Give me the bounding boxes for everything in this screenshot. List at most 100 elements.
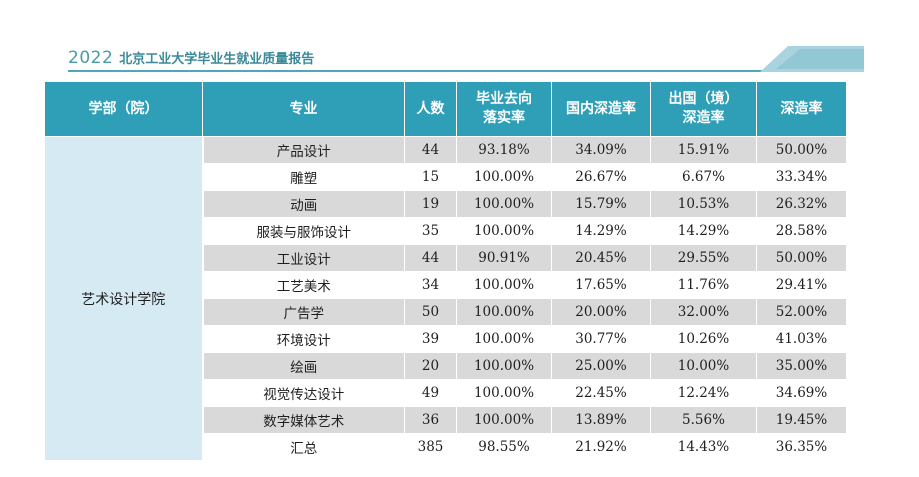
col-header-major: 专业	[202, 81, 405, 137]
col-header-abroad-line1: 出国（境）	[668, 91, 739, 107]
domestic-cell: 21.92%	[551, 433, 651, 461]
placement-cell: 100.00%	[456, 298, 552, 326]
abroad-cell: 14.29%	[650, 217, 757, 245]
placement-cell: 90.91%	[456, 244, 552, 272]
count-cell: 36	[404, 406, 457, 434]
major-cell: 广告学	[202, 298, 405, 326]
total-cell: 41.03%	[756, 325, 847, 353]
abroad-cell: 32.00%	[650, 298, 757, 326]
col-header-placement-line1: 毕业去向	[476, 91, 532, 107]
major-cell: 数字媒体艺术	[202, 406, 405, 434]
table-row: 服装与服饰设计 35 100.00% 14.29% 14.29% 28.58%	[45, 217, 847, 245]
total-cell: 34.69%	[756, 379, 847, 407]
total-cell: 19.45%	[756, 406, 847, 434]
total-cell: 50.00%	[756, 136, 847, 164]
placement-cell: 100.00%	[456, 325, 552, 353]
total-cell: 36.35%	[756, 433, 847, 461]
report-header: 2022 北京工业大学毕业生就业质量报告	[0, 0, 919, 80]
table-row: 绘画 20 100.00% 25.00% 10.00% 35.00%	[45, 352, 847, 380]
school-cell: 艺术设计学院	[44, 136, 204, 461]
table-row: 数字媒体艺术 36 100.00% 13.89% 5.56% 19.45%	[45, 406, 847, 434]
report-title: 北京工业大学毕业生就业质量报告	[119, 52, 315, 67]
table-row: 雕塑 15 100.00% 26.67% 6.67% 33.34%	[45, 163, 847, 191]
count-cell: 50	[404, 298, 457, 326]
abroad-cell: 10.26%	[650, 325, 757, 353]
count-cell: 44	[404, 136, 457, 164]
table-body: 艺术设计学院 产品设计 44 93.18% 34.09% 15.91% 50.00% 雕塑 15…	[44, 136, 847, 461]
header-decoration-shape	[760, 46, 864, 72]
abroad-cell: 6.67%	[650, 163, 757, 191]
table-row: 环境设计 39 100.00% 30.77% 10.26% 41.03%	[45, 325, 847, 353]
abroad-cell: 11.76%	[650, 271, 757, 299]
count-cell: 20	[404, 352, 457, 380]
domestic-cell: 25.00%	[551, 352, 651, 380]
table-row: 艺术设计学院 产品设计 44 93.18% 34.09% 15.91% 50.00%	[44, 136, 847, 461]
table-row: 工艺美术 34 100.00% 17.65% 11.76% 29.41%	[45, 271, 847, 299]
abroad-cell: 14.43%	[650, 433, 757, 461]
domestic-cell: 13.89%	[551, 406, 651, 434]
header-text: 2022 北京工业大学毕业生就业质量报告	[68, 48, 314, 70]
domestic-cell: 30.77%	[551, 325, 651, 353]
count-cell: 39	[404, 325, 457, 353]
total-cell: 28.58%	[756, 217, 847, 245]
report-year: 2022	[68, 48, 114, 68]
major-cell: 工业设计	[202, 244, 405, 272]
major-cell: 环境设计	[202, 325, 405, 353]
domestic-cell: 34.09%	[551, 136, 651, 164]
count-cell: 44	[404, 244, 457, 272]
count-cell: 35	[404, 217, 457, 245]
placement-cell: 100.00%	[456, 406, 552, 434]
col-header-placement-line2: 落实率	[483, 110, 525, 126]
col-header-total: 深造率	[756, 81, 847, 137]
domestic-cell: 14.29%	[551, 217, 651, 245]
abroad-cell: 29.55%	[650, 244, 757, 272]
domestic-cell: 20.45%	[551, 244, 651, 272]
domestic-cell: 26.67%	[551, 163, 651, 191]
abroad-cell: 12.24%	[650, 379, 757, 407]
abroad-cell: 15.91%	[650, 136, 757, 164]
table-row: 汇总 385 98.55% 21.92% 14.43% 36.35%	[45, 433, 847, 461]
major-cell: 产品设计	[202, 136, 405, 164]
placement-cell: 100.00%	[456, 352, 552, 380]
domestic-cell: 17.65%	[551, 271, 651, 299]
total-cell: 33.34%	[756, 163, 847, 191]
table-row: 广告学 50 100.00% 20.00% 32.00% 52.00%	[45, 298, 847, 326]
total-cell: 26.32%	[756, 190, 847, 218]
total-cell: 35.00%	[756, 352, 847, 380]
count-cell: 15	[404, 163, 457, 191]
total-cell: 29.41%	[756, 271, 847, 299]
abroad-cell: 5.56%	[650, 406, 757, 434]
col-header-domestic: 国内深造率	[551, 81, 651, 137]
col-header-count: 人数	[404, 81, 457, 137]
total-cell: 52.00%	[756, 298, 847, 326]
major-cell: 动画	[202, 190, 405, 218]
col-header-placement: 毕业去向 落实率	[456, 81, 552, 137]
placement-cell: 100.00%	[456, 271, 552, 299]
major-cell: 绘画	[202, 352, 405, 380]
count-cell: 19	[404, 190, 457, 218]
table-row: 动画 19 100.00% 15.79% 10.53% 26.32%	[45, 190, 847, 218]
placement-cell: 100.00%	[456, 379, 552, 407]
placement-cell: 93.18%	[456, 136, 552, 164]
abroad-cell: 10.00%	[650, 352, 757, 380]
abroad-cell: 10.53%	[650, 190, 757, 218]
major-cell: 视觉传达设计	[202, 379, 405, 407]
major-cell: 工艺美术	[202, 271, 405, 299]
employment-table: 学部（院） 专业 人数 毕业去向 落实率 国内深造率 出国（境） 深造率 深造率…	[44, 81, 847, 461]
count-cell: 385	[404, 433, 457, 461]
placement-cell: 100.00%	[456, 217, 552, 245]
domestic-cell: 20.00%	[551, 298, 651, 326]
col-header-abroad-line2: 深造率	[682, 110, 725, 126]
table-header-row: 学部（院） 专业 人数 毕业去向 落实率 国内深造率 出国（境） 深造率 深造率	[44, 81, 847, 137]
count-cell: 49	[404, 379, 457, 407]
placement-cell: 98.55%	[456, 433, 552, 461]
major-cell: 服装与服饰设计	[202, 217, 405, 245]
placement-cell: 100.00%	[456, 190, 552, 218]
domestic-cell: 22.45%	[551, 379, 651, 407]
total-cell: 50.00%	[756, 244, 847, 272]
count-cell: 34	[404, 271, 457, 299]
major-cell: 雕塑	[202, 163, 405, 191]
major-cell: 汇总	[202, 433, 405, 461]
domestic-cell: 15.79%	[551, 190, 651, 218]
col-header-school: 学部（院）	[44, 81, 203, 137]
